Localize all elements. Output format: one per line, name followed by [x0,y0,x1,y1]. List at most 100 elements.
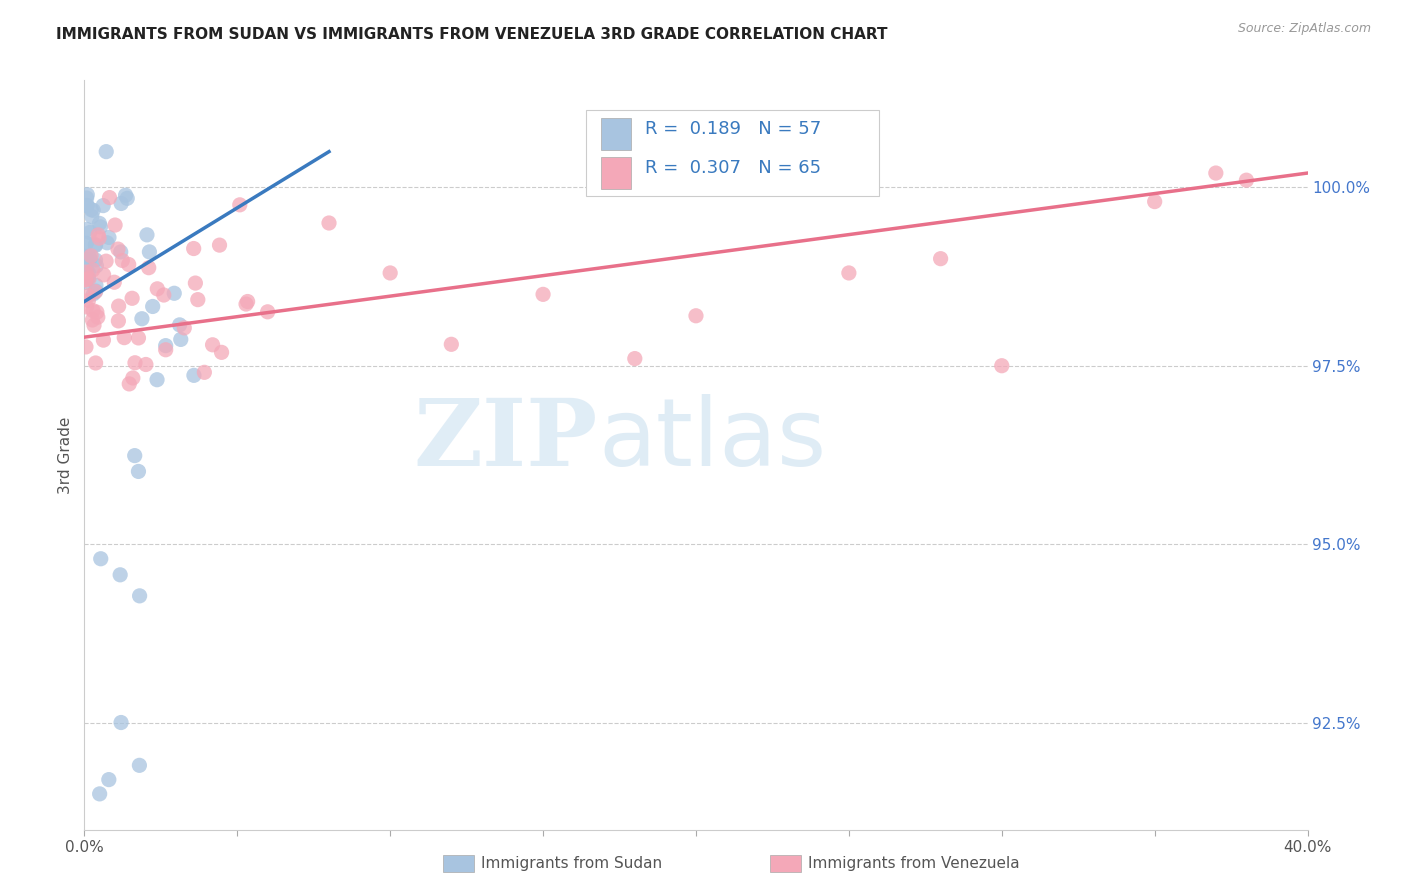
Point [201,338,224,352]
Point [136,227,159,242]
Text: R =  0.189   N = 57: R = 0.189 N = 57 [644,120,821,138]
Point [235,297,257,311]
Text: Immigrants from Venezuela: Immigrants from Venezuela [808,856,1021,871]
Point [121,371,143,385]
Point [75,276,97,290]
Text: Immigrants from Sudan: Immigrants from Sudan [481,856,662,871]
Point [80,249,103,263]
Point [84,238,107,252]
Point [84,356,107,370]
Point [103,275,125,289]
Point [107,242,129,256]
Point [75,249,97,263]
Point [96,235,118,250]
Point [93,333,115,347]
Point [211,345,233,359]
Point [138,260,160,275]
Point [107,314,129,328]
Point [124,449,146,463]
Point [96,145,118,159]
Point [121,291,143,305]
Y-axis label: 3rd Grade: 3rd Grade [58,417,73,493]
Point [624,351,647,366]
Point [142,300,165,314]
Point [89,216,111,230]
Point [82,313,104,327]
Point [183,242,205,256]
Point [90,551,112,566]
Point [1205,166,1227,180]
Point [97,230,120,244]
Point [94,254,117,268]
Point [98,190,121,204]
Point [87,227,110,242]
Point [104,218,127,232]
Point [118,258,141,272]
Point [107,299,129,313]
Point [183,368,205,383]
Point [75,272,97,286]
Point [229,198,252,212]
Point [82,263,104,277]
Point [146,282,169,296]
Point [80,210,103,224]
Point [440,337,463,351]
Point [82,303,104,318]
Point [84,284,107,298]
Point [155,343,177,357]
Point [127,331,149,345]
Point [75,340,97,354]
Point [115,191,138,205]
Point [79,226,101,240]
Point [87,310,110,325]
Point [236,294,259,309]
Point [75,273,97,287]
Point [127,465,149,479]
Point [131,311,153,326]
Point [75,236,97,251]
Point [89,787,111,801]
Point [152,288,174,302]
Point [124,356,146,370]
Text: R =  0.307   N = 65: R = 0.307 N = 65 [644,159,821,177]
Point [80,202,103,217]
Point [155,338,177,352]
Point [1236,173,1258,187]
Point [76,222,98,236]
Point [1143,194,1166,209]
Point [110,715,132,730]
Point [685,309,707,323]
Text: atlas: atlas [598,394,827,486]
Point [79,252,101,266]
Point [128,589,150,603]
Bar [586,111,880,196]
Point [89,219,111,234]
Point [838,266,860,280]
Point [75,261,97,276]
Point [991,359,1014,373]
Point [76,191,98,205]
Bar [600,158,631,189]
Point [76,300,98,314]
Point [77,270,100,285]
Point [146,373,169,387]
Point [187,293,209,307]
Point [110,196,132,211]
Point [112,331,135,345]
Point [75,235,97,250]
Text: ZIP: ZIP [413,395,598,485]
Point [135,358,157,372]
Point [193,365,215,379]
Point [76,187,98,202]
Point [184,276,207,290]
Point [75,252,97,267]
Point [108,567,131,582]
Point [318,216,340,230]
Point [93,268,115,282]
Point [76,198,98,212]
Text: Source: ZipAtlas.com: Source: ZipAtlas.com [1237,22,1371,36]
Point [86,259,108,273]
Point [86,305,108,319]
Point [84,237,107,252]
Point [110,244,132,259]
